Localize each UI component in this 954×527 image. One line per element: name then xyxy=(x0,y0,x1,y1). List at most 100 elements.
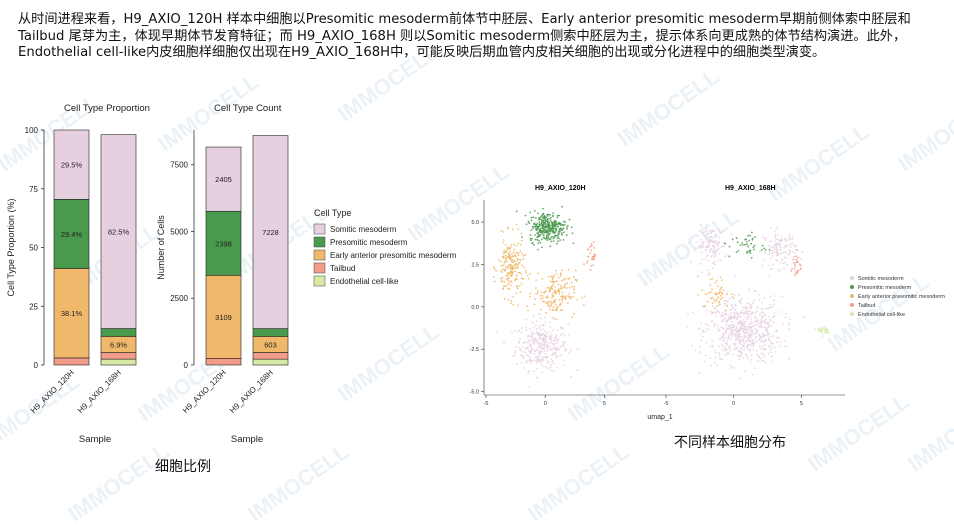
umap-point xyxy=(756,332,759,335)
umap-point xyxy=(547,348,550,351)
umap-point xyxy=(783,246,785,249)
umap-point xyxy=(518,285,521,287)
umap-point xyxy=(514,260,516,263)
umap-point xyxy=(539,241,542,244)
umap-point xyxy=(547,286,550,289)
umap-point xyxy=(762,340,765,343)
umap-point xyxy=(558,293,561,295)
umap-point xyxy=(728,325,731,327)
umap-y-tick-label: 0.0 xyxy=(471,305,479,311)
umap-point xyxy=(504,254,507,257)
umap-point xyxy=(739,315,742,318)
umap-point xyxy=(746,339,748,342)
umap-point xyxy=(540,231,543,234)
umap-point xyxy=(767,326,770,328)
umap-point xyxy=(589,246,591,248)
umap-point xyxy=(542,343,545,346)
umap-y-tick-label: 5.0 xyxy=(471,220,479,226)
umap-point xyxy=(573,285,576,288)
umap-point xyxy=(541,246,543,249)
umap-point xyxy=(541,219,543,222)
chart-title: Cell Type Proportion xyxy=(64,103,150,114)
umap-point xyxy=(743,345,745,348)
umap-point xyxy=(549,245,552,248)
umap-point xyxy=(546,213,548,216)
umap-point xyxy=(547,361,550,363)
umap-point xyxy=(744,238,747,241)
umap-point xyxy=(757,323,759,325)
umap-point xyxy=(725,337,728,339)
umap-point xyxy=(510,271,513,273)
umap-point xyxy=(722,340,725,343)
umap-point xyxy=(731,238,734,241)
umap-point xyxy=(534,298,536,301)
data-label: 2398 xyxy=(215,239,232,248)
umap-point xyxy=(753,342,756,344)
umap-point xyxy=(724,354,726,357)
umap-point xyxy=(771,345,774,348)
umap-point xyxy=(511,252,513,255)
bar-segment xyxy=(100,328,137,337)
umap-point xyxy=(763,353,765,356)
umap-point xyxy=(705,354,708,357)
umap-point xyxy=(553,339,555,342)
umap-point xyxy=(772,342,774,345)
umap-point xyxy=(749,362,752,364)
umap-point xyxy=(568,335,570,337)
umap-axes: -5.0 -2.5 0.0 2.5 5.0 -5 0 5 -5 0 5 xyxy=(470,200,845,407)
umap-point xyxy=(543,334,546,337)
umap-point xyxy=(526,360,528,363)
umap-point xyxy=(512,303,515,306)
umap-point xyxy=(718,229,721,232)
umap-point xyxy=(537,212,539,215)
umap-point xyxy=(542,234,545,237)
umap-point xyxy=(711,319,714,322)
umap-point xyxy=(495,330,498,333)
umap-point xyxy=(739,312,742,315)
umap-point xyxy=(559,309,562,312)
umap-point xyxy=(759,335,762,338)
umap-point xyxy=(826,329,828,332)
umap-point xyxy=(570,376,572,378)
umap-point xyxy=(542,337,545,339)
umap-point xyxy=(793,252,796,255)
umap-point xyxy=(751,312,754,314)
umap-point xyxy=(516,259,519,261)
umap-point xyxy=(727,335,730,338)
umap-point xyxy=(551,224,554,227)
bar-segment xyxy=(53,357,90,366)
umap-point xyxy=(513,329,516,332)
umap-point xyxy=(697,275,699,278)
umap-point xyxy=(562,327,564,330)
umap-point xyxy=(699,351,701,353)
umap-point xyxy=(494,280,496,283)
umap-point xyxy=(770,319,772,322)
umap-point xyxy=(538,235,541,238)
bar-charts-figure: Cell Type Proportion 0 25 50 75 100 Cell Type … xyxy=(6,103,457,445)
umap-point xyxy=(762,348,765,350)
umap-x-tick-label: -5 xyxy=(664,401,669,407)
umap-point xyxy=(776,246,778,249)
umap-point xyxy=(710,230,713,233)
umap-point xyxy=(573,288,575,291)
umap-point xyxy=(530,219,533,222)
umap-point xyxy=(529,234,532,237)
umap-point xyxy=(700,251,703,254)
umap-point xyxy=(764,314,767,316)
umap-point xyxy=(530,229,533,231)
umap-point xyxy=(740,341,743,343)
umap-point xyxy=(744,320,746,323)
umap-point xyxy=(713,247,715,249)
umap-point xyxy=(727,337,730,340)
umap-point xyxy=(592,259,595,261)
umap-point xyxy=(499,260,502,263)
umap-point xyxy=(756,319,759,322)
umap-point xyxy=(763,360,765,363)
umap-point xyxy=(730,293,733,295)
umap-point xyxy=(563,334,566,337)
umap-point xyxy=(724,312,727,315)
umap-x-tick-label: -5 xyxy=(484,401,489,407)
umap-point xyxy=(525,272,528,274)
umap-x-tick-label: 0 xyxy=(732,401,735,407)
umap-point xyxy=(562,343,564,345)
